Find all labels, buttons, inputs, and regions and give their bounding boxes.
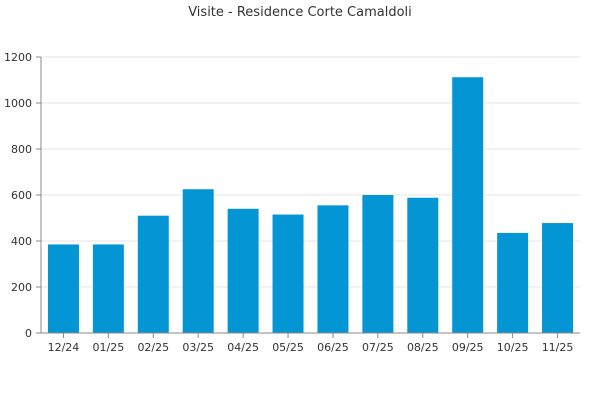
bar bbox=[182, 189, 214, 333]
y-tick-label: 1000 bbox=[4, 97, 32, 110]
x-tick-label: 05/25 bbox=[272, 341, 304, 354]
y-tick-label: 200 bbox=[11, 281, 32, 294]
bar bbox=[542, 223, 574, 333]
x-tick-label: 06/25 bbox=[317, 341, 349, 354]
chart-title: Visite - Residence Corte Camaldoli bbox=[188, 5, 412, 20]
x-tick-label: 09/25 bbox=[452, 341, 484, 354]
x-tick-label: 04/25 bbox=[227, 341, 259, 354]
bar bbox=[92, 244, 124, 333]
bar bbox=[272, 214, 304, 333]
bar bbox=[497, 232, 529, 333]
x-tick-label: 03/25 bbox=[182, 341, 214, 354]
x-tick-label: 07/25 bbox=[362, 341, 394, 354]
x-tick-label: 08/25 bbox=[407, 341, 439, 354]
bar bbox=[452, 77, 484, 334]
bar bbox=[227, 208, 259, 333]
x-axis-ticks: 12/24 01/25 02/25 03/25 04/25 05/25 06/25 07/25… bbox=[48, 333, 574, 354]
bars bbox=[47, 77, 574, 334]
bar bbox=[407, 197, 439, 333]
x-tick-label: 02/25 bbox=[137, 341, 169, 354]
bar bbox=[137, 215, 169, 333]
bar bbox=[362, 195, 394, 333]
bar bbox=[317, 205, 349, 333]
y-tick-label: 600 bbox=[11, 189, 32, 202]
bar bbox=[47, 244, 79, 333]
gridlines bbox=[41, 56, 580, 288]
y-tick-label: 1200 bbox=[4, 51, 32, 64]
x-tick-label: 12/24 bbox=[48, 341, 80, 354]
y-axis-ticks: 0 200 400 600 800 1000 1200 bbox=[4, 51, 41, 340]
x-tick-label: 10/25 bbox=[497, 341, 529, 354]
y-tick-label: 0 bbox=[25, 327, 32, 340]
x-tick-label: 11/25 bbox=[542, 341, 574, 354]
x-tick-label: 01/25 bbox=[93, 341, 125, 354]
y-tick-label: 400 bbox=[11, 235, 32, 248]
y-tick-label: 800 bbox=[11, 143, 32, 156]
